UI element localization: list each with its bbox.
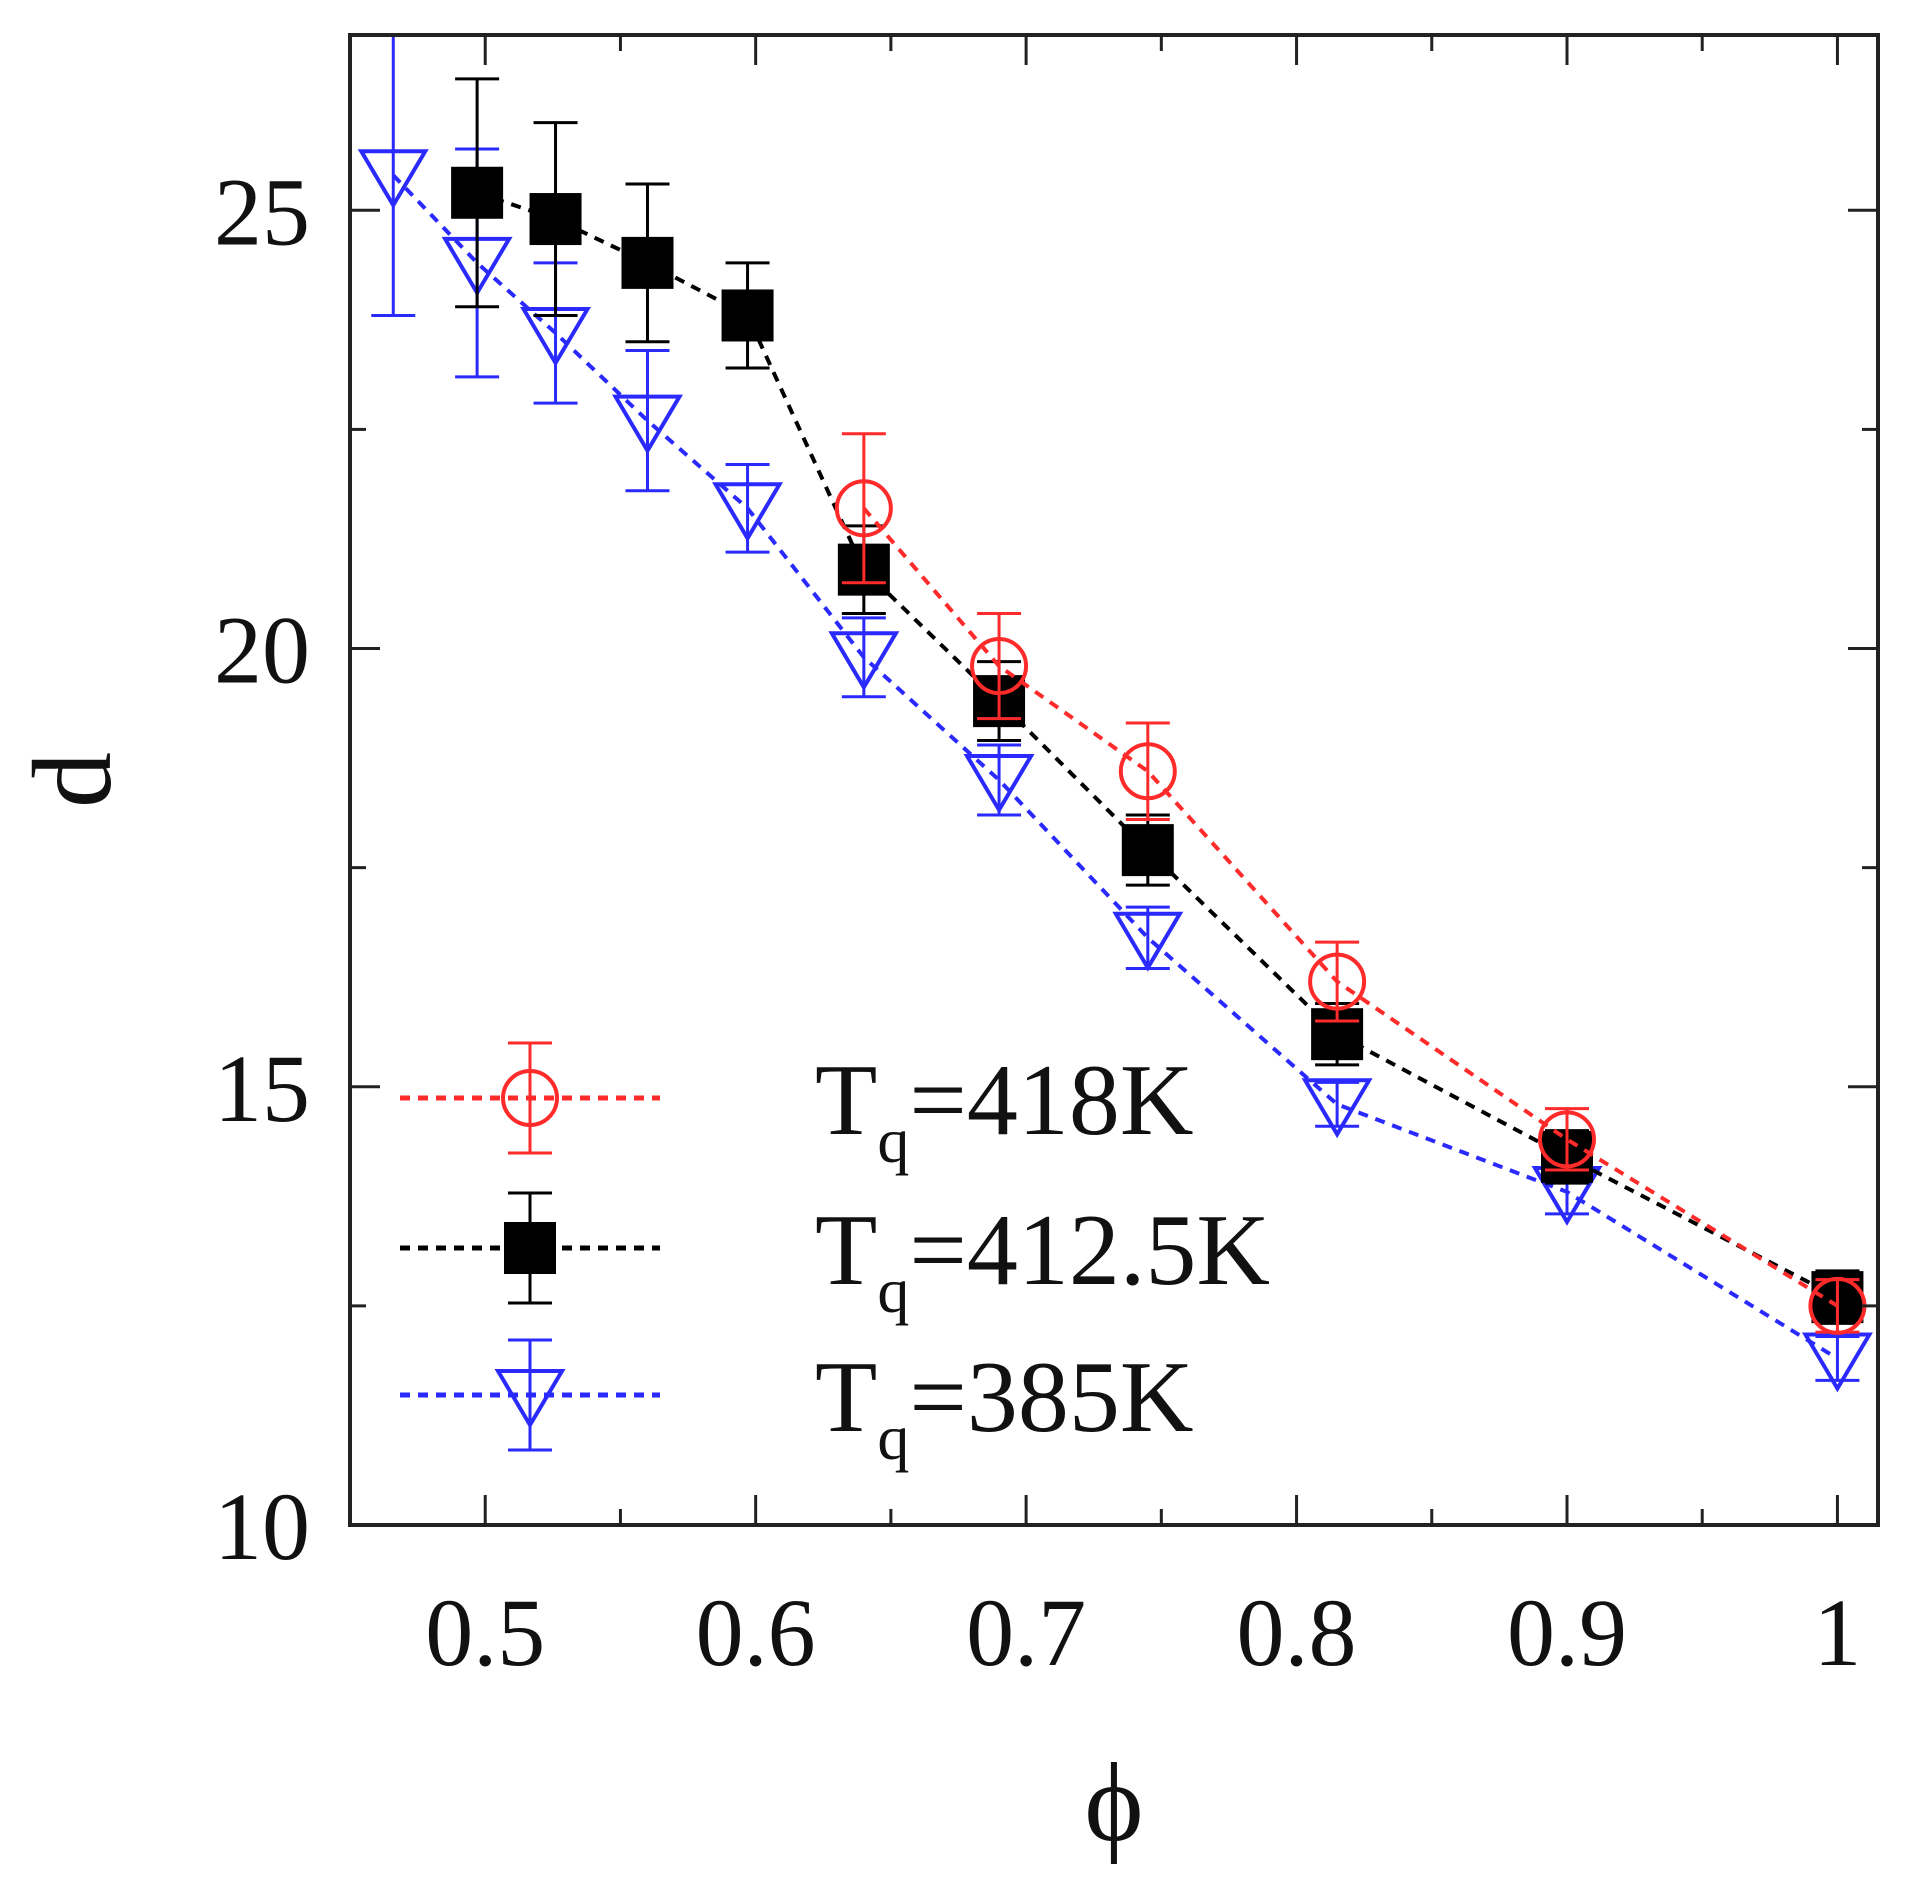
- legend-label-sub: q: [877, 1255, 909, 1326]
- x-tick-label: 1: [1813, 1579, 1861, 1686]
- x-tick-label: 0.5: [425, 1579, 545, 1686]
- plot-frame: [348, 33, 1880, 1527]
- legend-label-rest: =418K: [909, 1044, 1193, 1157]
- data-point: [970, 637, 1029, 696]
- y-tick-label: 10: [214, 1473, 310, 1580]
- legend-label: Tq=385K: [815, 1341, 1194, 1473]
- y-tick-label: 25: [214, 158, 310, 265]
- y-tick-label: 15: [214, 1035, 310, 1142]
- legend-label-rest: =385K: [909, 1341, 1193, 1454]
- data-point: [721, 289, 774, 342]
- legend-entry-1: Tq=412.5K: [400, 1191, 1270, 1326]
- x-tick-label: 0.6: [696, 1579, 816, 1686]
- x-tick-label: 0.8: [1237, 1579, 1357, 1686]
- series-0: [834, 432, 1867, 1335]
- data-point: [621, 236, 674, 289]
- data-point: [529, 193, 582, 246]
- data-point: [834, 479, 893, 538]
- ticks-layer: 0.5 0.6 0.7 0.8 0.9 1 10 15 20 25: [214, 35, 1878, 1686]
- legend-entry-0: Tq=418K: [400, 1041, 1194, 1176]
- data-point: [963, 754, 1035, 814]
- series-layer: [357, 33, 1873, 1393]
- data-point: [1112, 911, 1184, 972]
- x-axis-label: ϕ: [1085, 1741, 1144, 1865]
- data-point: [1118, 742, 1177, 801]
- data-point: [712, 482, 784, 543]
- series-line: [476, 190, 1839, 1299]
- data-point: [1301, 1078, 1373, 1139]
- data-point: [611, 394, 683, 455]
- legend-marker: [501, 1069, 559, 1127]
- data-point: [828, 631, 900, 692]
- y-tick-label: 20: [214, 597, 310, 704]
- data-point: [1121, 824, 1174, 877]
- legend-label: Tq=418K: [815, 1044, 1194, 1176]
- legend-label-main: T: [815, 1194, 877, 1307]
- series-line: [391, 173, 1839, 1361]
- data-point: [451, 166, 504, 219]
- data-point: [1537, 1110, 1596, 1169]
- legend-label-sub: q: [877, 1402, 909, 1473]
- legend-label-main: T: [815, 1044, 877, 1157]
- series-line: [862, 506, 1839, 1308]
- y-axis-label: d: [11, 752, 135, 808]
- series-2: [357, 33, 1873, 1393]
- legend-entry-2: Tq=385K: [400, 1338, 1194, 1473]
- legend-label-main: T: [815, 1341, 877, 1454]
- data-point: [1308, 952, 1367, 1011]
- legend-label-rest: =412.5K: [909, 1194, 1270, 1307]
- legend-marker: [504, 1222, 556, 1274]
- x-tick-label: 0.7: [966, 1579, 1086, 1686]
- legend-marker: [494, 1369, 566, 1429]
- x-tick-label: 0.9: [1507, 1579, 1627, 1686]
- legend-label: Tq=412.5K: [815, 1194, 1270, 1326]
- legend-label-sub: q: [877, 1105, 909, 1176]
- data-point: [357, 149, 429, 210]
